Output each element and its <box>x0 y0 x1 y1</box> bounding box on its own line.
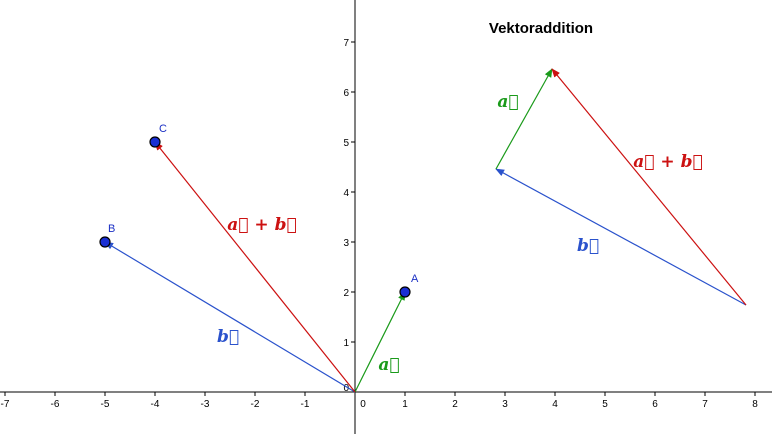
x-tick-label: 6 <box>652 399 658 410</box>
point-label: B <box>108 223 115 235</box>
x-tick-label: 8 <box>752 399 758 410</box>
x-tick-label: 5 <box>602 399 608 410</box>
x-tick-label: -3 <box>201 399 210 410</box>
y-tick-label: 7 <box>343 38 349 49</box>
x-tick-label: 2 <box>452 399 458 410</box>
point-label: C <box>159 123 167 135</box>
x-tick-label: 3 <box>502 399 508 410</box>
x-tick-label: -6 <box>51 399 60 410</box>
point <box>99 236 111 248</box>
vector <box>495 68 553 170</box>
x-tick-label: -1 <box>301 399 310 410</box>
y-tick-label: 6 <box>343 88 349 99</box>
y-tick-label: 1 <box>343 338 349 349</box>
x-tick-label: 4 <box>552 399 558 410</box>
vector-label: b⃗ <box>217 327 239 347</box>
y-tick-label: 3 <box>343 238 349 249</box>
x-tick-label: -4 <box>151 399 160 410</box>
y-tick-label: 2 <box>343 288 349 299</box>
vector-label: a⃗ + b⃗ <box>227 215 296 235</box>
vector-label: a⃗ + b⃗ <box>633 152 702 172</box>
x-tick-label: -7 <box>1 399 10 410</box>
vector <box>551 68 747 306</box>
title: Vektoraddition <box>489 20 593 37</box>
vector <box>495 168 747 306</box>
vector <box>354 291 406 393</box>
vector-label: b⃗ <box>577 236 599 256</box>
point <box>399 286 411 298</box>
x-tick-label: 7 <box>702 399 708 410</box>
vector <box>104 241 356 393</box>
point-label: A <box>411 273 419 285</box>
x-tick-label: 0 <box>360 399 366 410</box>
x-tick-label: 1 <box>402 399 408 410</box>
x-tick-label: -2 <box>251 399 260 410</box>
y-tick-label: 0 <box>343 383 349 394</box>
vector <box>154 141 356 393</box>
point <box>149 136 161 148</box>
y-tick-label: 5 <box>343 138 349 149</box>
vector-label: a⃗ <box>497 92 518 112</box>
y-tick-label: 4 <box>343 188 349 199</box>
vector-label: a⃗ <box>378 355 399 375</box>
x-tick-label: -5 <box>101 399 110 410</box>
